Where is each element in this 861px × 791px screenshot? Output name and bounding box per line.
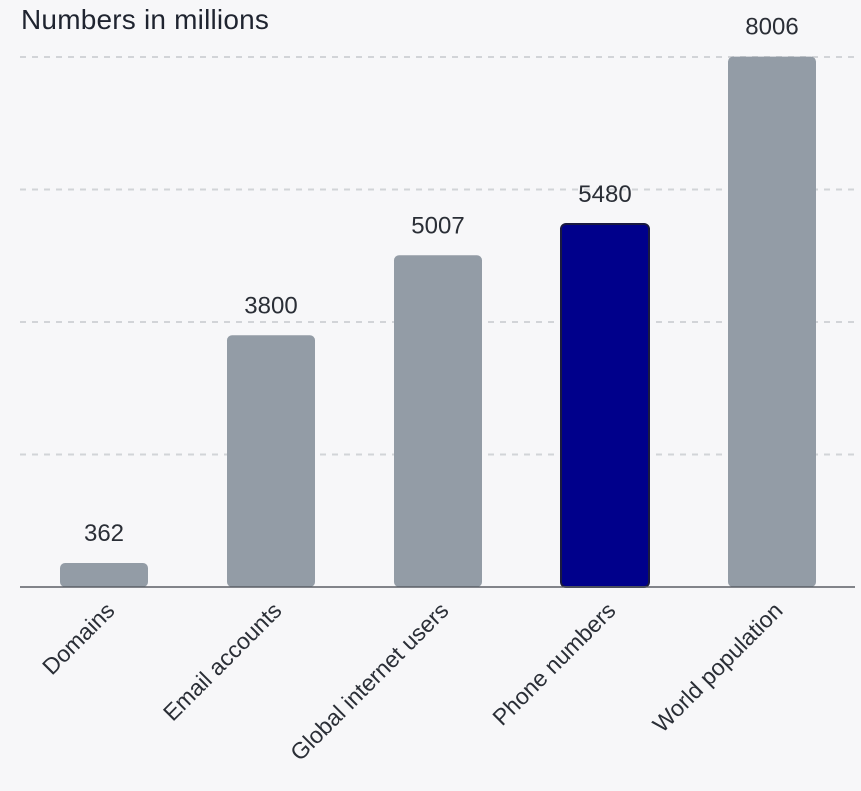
bar-world-population[interactable] [728, 56, 816, 588]
value-label: 3800 [244, 292, 297, 319]
bar-domains[interactable] [60, 563, 148, 587]
value-label: 8006 [745, 14, 798, 41]
category-label: World population [647, 597, 787, 737]
value-label: 5007 [411, 212, 464, 239]
category-label: Email accounts [158, 597, 287, 726]
category-label: Domains [37, 597, 120, 680]
bars [60, 56, 816, 588]
value-labels: 362 3800 5007 5480 8006 [84, 14, 799, 547]
bar-email-accounts[interactable] [227, 335, 315, 587]
value-label: 362 [84, 520, 124, 547]
chart-title: Numbers in millions [21, 4, 270, 35]
category-label: Global internet users [285, 597, 453, 765]
bar-global-internet-users[interactable] [394, 255, 482, 587]
bar-phone-numbers[interactable] [560, 222, 650, 588]
value-label: 5480 [578, 181, 631, 208]
category-label: Phone numbers [487, 597, 620, 730]
